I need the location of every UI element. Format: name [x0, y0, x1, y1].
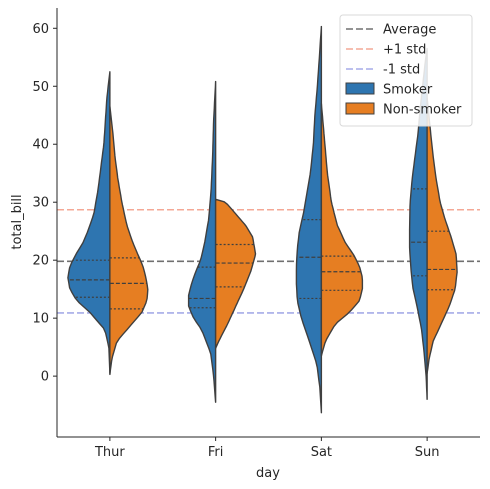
legend-patch-swatch: [345, 102, 375, 115]
legend-box: [339, 14, 473, 127]
x-axis-label: day: [256, 466, 280, 481]
y-tick-label: 0: [41, 370, 49, 385]
axes: [56, 8, 480, 438]
legend-label: Non-smoker: [383, 103, 462, 118]
x-tick-label: Thur: [94, 445, 125, 460]
legend: Average +1 std -1 std Smoker Non-smoker: [339, 14, 473, 127]
legend-label: +1 std: [383, 43, 426, 58]
legend-patch-swatch: [345, 82, 375, 95]
y-ticks: 0 10 20 30 40 50 60: [32, 22, 57, 385]
y-tick-label: 60: [32, 22, 49, 37]
legend-label: Average: [383, 23, 436, 38]
violin-non-smoker-sun: [426, 97, 458, 374]
violin-non-smoker-fri: [214, 198, 257, 349]
x-tick-label: Fri: [208, 445, 224, 460]
violin-smoker-thur: [67, 71, 111, 374]
y-tick-label: 30: [32, 196, 49, 211]
legend-label: Smoker: [383, 83, 433, 98]
violin-smoker-fri: [187, 80, 217, 403]
y-tick-label: 10: [32, 312, 49, 327]
legend-label: -1 std: [383, 63, 420, 78]
violins: [67, 25, 458, 414]
violin-non-smoker-thur: [109, 105, 149, 376]
x-tick-label: Sat: [311, 445, 332, 460]
y-tick-label: 50: [32, 80, 49, 95]
x-tick-label: Sun: [415, 445, 440, 460]
y-tick-label: 20: [32, 254, 49, 269]
y-tick-label: 40: [32, 138, 49, 153]
violin-non-smoker-sat: [320, 103, 364, 357]
y-axis-label: total_bill: [10, 194, 25, 249]
x-ticks: Thur Fri Sat Sun: [94, 437, 440, 460]
